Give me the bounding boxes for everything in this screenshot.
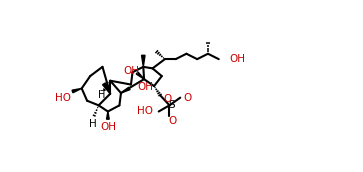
Text: S: S [168, 100, 175, 110]
Polygon shape [103, 83, 110, 94]
Text: H̅: H̅ [98, 90, 105, 100]
Text: H: H [89, 119, 96, 129]
Text: OH: OH [123, 66, 139, 76]
Text: OH: OH [229, 54, 245, 64]
Polygon shape [142, 55, 145, 67]
Text: OH: OH [137, 82, 153, 92]
Polygon shape [121, 87, 130, 93]
Text: O: O [184, 93, 192, 103]
Polygon shape [106, 111, 109, 119]
Text: OH: OH [100, 122, 116, 132]
Text: O: O [163, 94, 172, 104]
Polygon shape [136, 72, 144, 79]
Polygon shape [72, 88, 82, 93]
Text: O: O [168, 116, 177, 126]
Text: HO: HO [55, 93, 71, 103]
Text: HO: HO [137, 106, 153, 116]
